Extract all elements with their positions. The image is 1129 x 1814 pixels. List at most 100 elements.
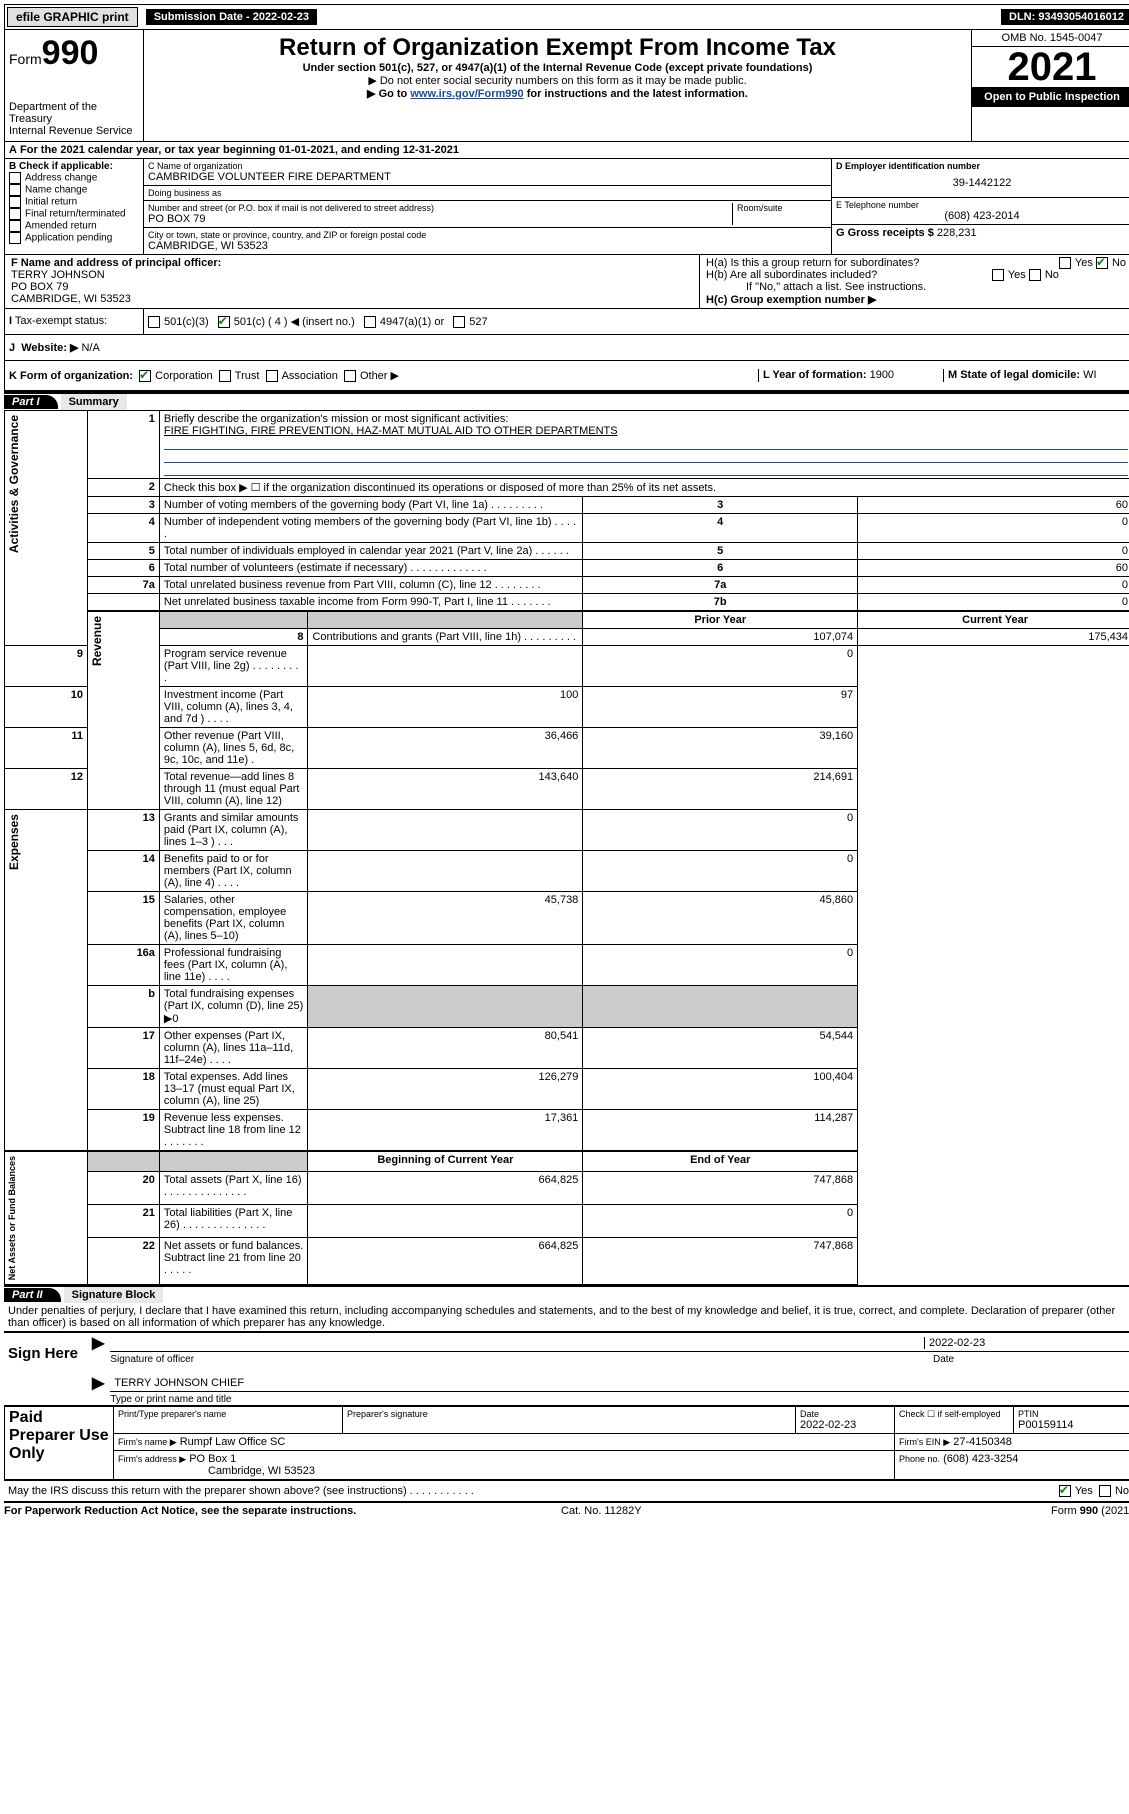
dln-label: DLN: 93493054016012 [1001, 9, 1129, 25]
firm-ein-val: 27-4150348 [953, 1436, 1012, 1448]
table-row: Expenses13Grants and similar amounts pai… [5, 810, 1129, 851]
prep-name-hdr: Print/Type preparer's name [118, 1409, 338, 1419]
firm-phone-val: (608) 423-3254 [943, 1453, 1018, 1465]
dept-label: Department of the Treasury Internal Reve… [9, 101, 139, 137]
table-row: 6 Total number of volunteers (estimate i… [5, 560, 1129, 577]
form-title: Return of Organization Exempt From Incom… [148, 34, 967, 62]
topbar: efile GRAPHIC print Submission Date - 20… [4, 4, 1129, 30]
table-row: 5 Total number of individuals employed i… [5, 543, 1129, 560]
footer-mid: Cat. No. 11282Y [561, 1505, 642, 1517]
firm-name-val: Rumpf Law Office SC [180, 1436, 286, 1448]
k-trust[interactable] [219, 370, 231, 382]
dba-hdr: Doing business as [148, 188, 827, 198]
k-corp[interactable] [139, 370, 151, 382]
table-row: Revenue Prior Year Current Year [5, 611, 1129, 629]
ein-hdr: D Employer identification number [836, 161, 1128, 171]
table-row: Net Assets or Fund Balances Beginning of… [5, 1151, 1129, 1171]
table-row: 18Total expenses. Add lines 13–17 (must … [5, 1069, 1129, 1110]
footer-right: Form 990 (2021) [1051, 1505, 1129, 1517]
gross-hdr: G Gross receipts $ [836, 227, 934, 239]
gross-value: 228,231 [937, 227, 977, 239]
hb2-row: If "No," attach a list. See instructions… [706, 281, 1126, 293]
chk-initial[interactable]: Initial return [9, 196, 139, 208]
row-j: J Website: ▶ N/A [4, 335, 1129, 361]
firm-addr-val: PO Box 1 [189, 1453, 236, 1465]
table-row: 9Program service revenue (Part VIII, lin… [5, 646, 1129, 687]
table-row: 20Total assets (Part X, line 16) . . . .… [5, 1171, 1129, 1204]
c-name-hdr: C Name of organization [148, 161, 827, 171]
declaration: Under penalties of perjury, I declare th… [4, 1303, 1129, 1331]
prep-ptin-hdr: PTIN [1018, 1409, 1128, 1419]
discuss-row: May the IRS discuss this return with the… [4, 1480, 1129, 1501]
part-ii-header: Part II Signature Block [4, 1285, 1129, 1303]
discuss-no[interactable] [1099, 1485, 1111, 1497]
org-name: CAMBRIDGE VOLUNTEER FIRE DEPARTMENT [148, 171, 827, 183]
form-number: Form990 [9, 34, 139, 73]
chk-amended[interactable]: Amended return [9, 220, 139, 232]
f-name: TERRY JOHNSON [11, 269, 693, 281]
subtitle-3: ▶ Go to www.irs.gov/Form990 for instruct… [148, 87, 967, 100]
hb-yes[interactable] [992, 269, 1004, 281]
table-row: 4 Number of independent voting members o… [5, 514, 1129, 543]
sign-block: Sign Here ▶ 2022-02-23 Signature of offi… [4, 1331, 1129, 1405]
header-block-bcd: B Check if applicable: Address change Na… [4, 159, 1129, 255]
row-fh: F Name and address of principal officer:… [4, 255, 1129, 309]
chk-pending[interactable]: Application pending [9, 232, 139, 244]
q2-label: Check this box ▶ ☐ if the organization d… [159, 479, 1129, 497]
table-row: 12Total revenue—add lines 8 through 11 (… [5, 769, 1129, 810]
chk-namechange[interactable]: Name change [9, 184, 139, 196]
table-row: 21Total liabilities (Part X, line 26) . … [5, 1205, 1129, 1238]
part-i-table: Activities & Governance 1 Briefly descri… [4, 410, 1129, 1285]
sig-date-hdr: Date [933, 1354, 1129, 1365]
q1-value: FIRE FIGHTING, FIRE PREVENTION, HAZ-MAT … [164, 425, 618, 437]
ha-yes[interactable] [1059, 257, 1071, 269]
firm-phone-hdr: Phone no. [899, 1454, 940, 1464]
table-row: 7a Total unrelated business revenue from… [5, 577, 1129, 594]
arrow-icon: ▶ [92, 1333, 104, 1365]
addr-hdr: Number and street (or P.O. box if mail i… [148, 203, 732, 213]
ha-row: H(a) Is this a group return for subordin… [706, 257, 1126, 269]
sign-name-value: TERRY JOHNSON CHIEF [110, 1375, 1129, 1392]
prep-sig-hdr: Preparer's signature [347, 1409, 791, 1419]
f-hdr: F Name and address of principal officer: [11, 257, 693, 269]
hc-row: H(c) Group exemption number ▶ [706, 293, 1126, 306]
prep-date-hdr: Date [800, 1409, 890, 1419]
subtitle-1: Under section 501(c), 527, or 4947(a)(1)… [148, 62, 967, 74]
table-row: 14Benefits paid to or for members (Part … [5, 851, 1129, 892]
prep-date-val: 2022-02-23 [800, 1419, 890, 1431]
open-inspection-label: Open to Public Inspection [972, 87, 1129, 107]
i-4947[interactable] [364, 316, 376, 328]
table-row: 16aProfessional fundraising fees (Part I… [5, 945, 1129, 986]
i-501c3[interactable] [148, 316, 160, 328]
i-527[interactable] [453, 316, 465, 328]
table-row: Net unrelated business taxable income fr… [5, 594, 1129, 612]
prep-selfemp[interactable]: Check ☐ if self-employed [899, 1409, 1009, 1420]
irs-link[interactable]: www.irs.gov/Form990 [410, 88, 523, 100]
b-label: B Check if applicable: [9, 161, 139, 172]
part-i-header: Part I Summary [4, 392, 1129, 410]
f-addr1: PO BOX 79 [11, 281, 693, 293]
firm-addr-hdr: Firm's address ▶ [118, 1454, 186, 1464]
hb-row: H(b) Are all subordinates included? Yes … [706, 269, 1126, 281]
phone-value: (608) 423-2014 [836, 210, 1128, 222]
table-row: 15Salaries, other compensation, employee… [5, 892, 1129, 945]
footer: For Paperwork Reduction Act Notice, see … [4, 1501, 1129, 1517]
discuss-yes[interactable] [1059, 1485, 1071, 1497]
chk-address[interactable]: Address change [9, 172, 139, 184]
row-i: I Tax-exempt status: 501(c)(3) 501(c) ( … [4, 309, 1129, 335]
k-assoc[interactable] [266, 370, 278, 382]
table-row: 3 Number of voting members of the govern… [5, 497, 1129, 514]
hb-no[interactable] [1029, 269, 1041, 281]
sign-here-label: Sign Here [4, 1333, 92, 1405]
row-a: A For the 2021 calendar year, or tax yea… [4, 142, 1129, 159]
preparer-block: Paid Preparer Use Only Print/Type prepar… [4, 1405, 1129, 1480]
efile-button[interactable]: efile GRAPHIC print [7, 7, 138, 27]
table-row: 10Investment income (Part VIII, column (… [5, 687, 1129, 728]
chk-final[interactable]: Final return/terminated [9, 208, 139, 220]
table-row: 19Revenue less expenses. Subtract line 1… [5, 1110, 1129, 1152]
i-501c[interactable] [218, 316, 230, 328]
city-hdr: City or town, state or province, country… [148, 230, 827, 240]
ha-no[interactable] [1096, 257, 1108, 269]
firm-ein-hdr: Firm's EIN ▶ [899, 1437, 950, 1447]
k-other[interactable] [344, 370, 356, 382]
